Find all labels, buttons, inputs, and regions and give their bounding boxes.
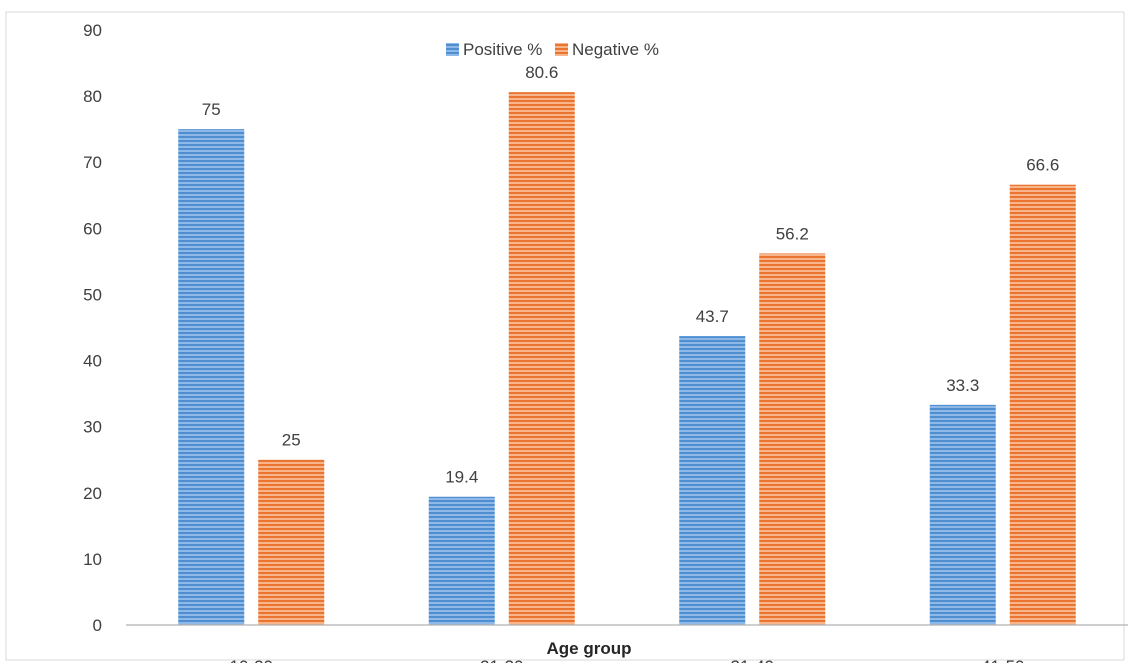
y-tick-label: 40	[83, 352, 102, 371]
bar-negative	[1009, 184, 1076, 625]
data-labels-group: 75 25 19.4 80.6 43.7 56.2 33.3 66.6	[202, 63, 1060, 487]
bar-negative	[258, 459, 325, 625]
y-tick-label: 0	[93, 616, 102, 635]
y-tick-label: 20	[83, 484, 102, 503]
bar-negative	[508, 92, 575, 625]
data-label: 19.4	[445, 468, 478, 487]
y-tick-label: 50	[83, 285, 102, 304]
bar-positive	[679, 336, 746, 625]
legend-swatch	[446, 43, 459, 56]
y-tick-label: 90	[83, 21, 102, 40]
x-tick-label: 41-50	[981, 657, 1024, 663]
bar-positive	[178, 129, 245, 625]
data-label: 80.6	[525, 63, 558, 82]
legend-label: Negative %	[572, 40, 659, 59]
data-label: 33.3	[946, 376, 979, 395]
y-tick-label: 80	[83, 87, 102, 106]
y-tick-label: 10	[83, 550, 102, 569]
y-tick-label: 30	[83, 418, 102, 437]
legend-label: Positive %	[463, 40, 542, 59]
data-label: 43.7	[696, 307, 729, 326]
x-tick-label: 31-40	[731, 657, 774, 663]
y-axis: 0 10 20 30 40 50 60 70 80 90	[83, 21, 102, 635]
bar-negative	[759, 253, 826, 625]
x-axis-title: Age group	[547, 639, 632, 658]
x-tick-label: 21-30	[480, 657, 523, 663]
legend-swatch	[555, 43, 568, 56]
chart-border	[5, 11, 1125, 661]
legend: Positive % Negative %	[446, 40, 659, 59]
y-tick-label: 70	[83, 153, 102, 172]
bars-group	[178, 92, 1076, 625]
data-label: 56.2	[776, 224, 809, 243]
bar-positive	[929, 404, 996, 625]
data-label: 75	[202, 100, 221, 119]
x-tick-label: 10-20	[230, 657, 273, 663]
data-label: 25	[282, 431, 301, 450]
bar-positive	[428, 496, 495, 625]
data-label: 66.6	[1026, 156, 1059, 175]
y-tick-label: 60	[83, 219, 102, 238]
